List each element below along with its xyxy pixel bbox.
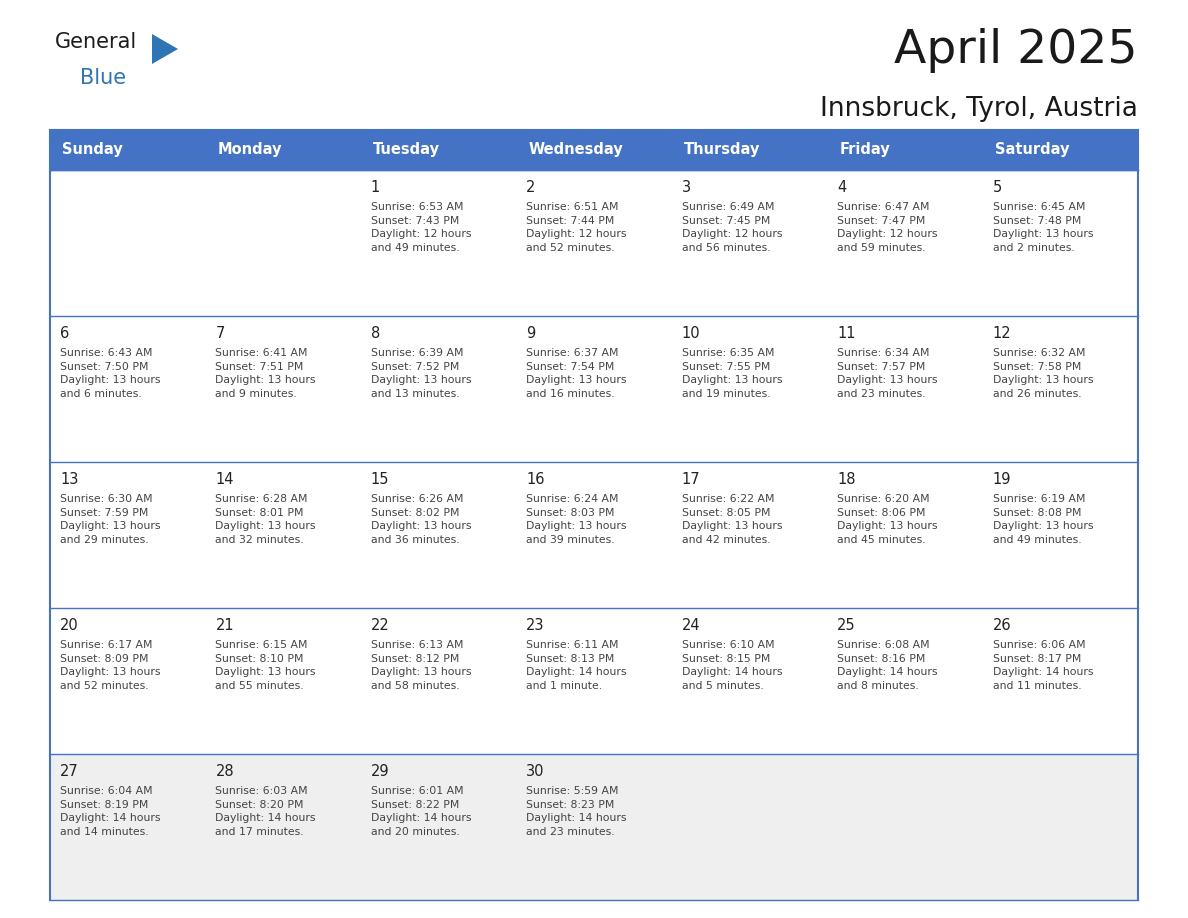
Text: Sunrise: 6:19 AM
Sunset: 8:08 PM
Daylight: 13 hours
and 49 minutes.: Sunrise: 6:19 AM Sunset: 8:08 PM Dayligh… [992, 494, 1093, 544]
Text: Saturday: Saturday [994, 142, 1069, 158]
Bar [50, 462, 1138, 608]
Text: 27: 27 [61, 764, 78, 779]
Text: Sunrise: 6:39 AM
Sunset: 7:52 PM
Daylight: 13 hours
and 13 minutes.: Sunrise: 6:39 AM Sunset: 7:52 PM Dayligh… [371, 348, 472, 398]
Text: Sunrise: 6:41 AM
Sunset: 7:51 PM
Daylight: 13 hours
and 9 minutes.: Sunrise: 6:41 AM Sunset: 7:51 PM Dayligh… [215, 348, 316, 398]
Text: 12: 12 [992, 326, 1011, 341]
Text: 18: 18 [838, 472, 855, 487]
Text: Innsbruck, Tyrol, Austria: Innsbruck, Tyrol, Austria [820, 96, 1138, 122]
Text: Sunrise: 6:30 AM
Sunset: 7:59 PM
Daylight: 13 hours
and 29 minutes.: Sunrise: 6:30 AM Sunset: 7:59 PM Dayligh… [61, 494, 160, 544]
Text: Monday: Monday [217, 142, 282, 158]
Text: Sunday: Sunday [62, 142, 122, 158]
Text: Sunrise: 6:43 AM
Sunset: 7:50 PM
Daylight: 13 hours
and 6 minutes.: Sunrise: 6:43 AM Sunset: 7:50 PM Dayligh… [61, 348, 160, 398]
Text: 30: 30 [526, 764, 545, 779]
Text: 1: 1 [371, 180, 380, 195]
Text: 13: 13 [61, 472, 78, 487]
Text: 21: 21 [215, 618, 234, 633]
Text: 22: 22 [371, 618, 390, 633]
Bar [206, 130, 361, 170]
Bar [50, 754, 1138, 900]
Text: Sunrise: 6:47 AM
Sunset: 7:47 PM
Daylight: 12 hours
and 59 minutes.: Sunrise: 6:47 AM Sunset: 7:47 PM Dayligh… [838, 202, 937, 252]
Text: 15: 15 [371, 472, 390, 487]
Text: Sunrise: 6:06 AM
Sunset: 8:17 PM
Daylight: 14 hours
and 11 minutes.: Sunrise: 6:06 AM Sunset: 8:17 PM Dayligh… [992, 640, 1093, 691]
Bar [50, 170, 1138, 316]
Bar [50, 316, 1138, 462]
Bar [50, 130, 206, 170]
Text: Sunrise: 6:08 AM
Sunset: 8:16 PM
Daylight: 14 hours
and 8 minutes.: Sunrise: 6:08 AM Sunset: 8:16 PM Dayligh… [838, 640, 937, 691]
Text: 26: 26 [992, 618, 1011, 633]
Text: Sunrise: 6:37 AM
Sunset: 7:54 PM
Daylight: 13 hours
and 16 minutes.: Sunrise: 6:37 AM Sunset: 7:54 PM Dayligh… [526, 348, 627, 398]
Text: Sunrise: 6:32 AM
Sunset: 7:58 PM
Daylight: 13 hours
and 26 minutes.: Sunrise: 6:32 AM Sunset: 7:58 PM Dayligh… [992, 348, 1093, 398]
Text: 4: 4 [838, 180, 846, 195]
Bar [982, 130, 1138, 170]
Bar [671, 130, 827, 170]
Text: 29: 29 [371, 764, 390, 779]
Text: Tuesday: Tuesday [373, 142, 440, 158]
Text: 16: 16 [526, 472, 545, 487]
Text: Sunrise: 6:15 AM
Sunset: 8:10 PM
Daylight: 13 hours
and 55 minutes.: Sunrise: 6:15 AM Sunset: 8:10 PM Dayligh… [215, 640, 316, 691]
Text: 17: 17 [682, 472, 701, 487]
Text: Sunrise: 6:11 AM
Sunset: 8:13 PM
Daylight: 14 hours
and 1 minute.: Sunrise: 6:11 AM Sunset: 8:13 PM Dayligh… [526, 640, 627, 691]
Text: 28: 28 [215, 764, 234, 779]
Text: Wednesday: Wednesday [529, 142, 623, 158]
Bar [517, 130, 671, 170]
Text: Sunrise: 6:13 AM
Sunset: 8:12 PM
Daylight: 13 hours
and 58 minutes.: Sunrise: 6:13 AM Sunset: 8:12 PM Dayligh… [371, 640, 472, 691]
Bar [827, 130, 982, 170]
Text: Sunrise: 6:51 AM
Sunset: 7:44 PM
Daylight: 12 hours
and 52 minutes.: Sunrise: 6:51 AM Sunset: 7:44 PM Dayligh… [526, 202, 627, 252]
Text: Sunrise: 6:01 AM
Sunset: 8:22 PM
Daylight: 14 hours
and 20 minutes.: Sunrise: 6:01 AM Sunset: 8:22 PM Dayligh… [371, 786, 472, 837]
Text: 23: 23 [526, 618, 545, 633]
Text: 14: 14 [215, 472, 234, 487]
Text: 3: 3 [682, 180, 691, 195]
Text: 7: 7 [215, 326, 225, 341]
Text: Sunrise: 6:20 AM
Sunset: 8:06 PM
Daylight: 13 hours
and 45 minutes.: Sunrise: 6:20 AM Sunset: 8:06 PM Dayligh… [838, 494, 937, 544]
Text: Sunrise: 6:35 AM
Sunset: 7:55 PM
Daylight: 13 hours
and 19 minutes.: Sunrise: 6:35 AM Sunset: 7:55 PM Dayligh… [682, 348, 782, 398]
Polygon shape [152, 34, 178, 64]
Bar [50, 608, 1138, 754]
Text: Friday: Friday [839, 142, 890, 158]
Text: 6: 6 [61, 326, 69, 341]
Text: 25: 25 [838, 618, 855, 633]
Text: Sunrise: 6:53 AM
Sunset: 7:43 PM
Daylight: 12 hours
and 49 minutes.: Sunrise: 6:53 AM Sunset: 7:43 PM Dayligh… [371, 202, 472, 252]
Text: 24: 24 [682, 618, 701, 633]
Text: Sunrise: 6:34 AM
Sunset: 7:57 PM
Daylight: 13 hours
and 23 minutes.: Sunrise: 6:34 AM Sunset: 7:57 PM Dayligh… [838, 348, 937, 398]
Text: 5: 5 [992, 180, 1001, 195]
Text: Sunrise: 6:24 AM
Sunset: 8:03 PM
Daylight: 13 hours
and 39 minutes.: Sunrise: 6:24 AM Sunset: 8:03 PM Dayligh… [526, 494, 627, 544]
Text: Sunrise: 6:22 AM
Sunset: 8:05 PM
Daylight: 13 hours
and 42 minutes.: Sunrise: 6:22 AM Sunset: 8:05 PM Dayligh… [682, 494, 782, 544]
Text: Sunrise: 6:10 AM
Sunset: 8:15 PM
Daylight: 14 hours
and 5 minutes.: Sunrise: 6:10 AM Sunset: 8:15 PM Dayligh… [682, 640, 782, 691]
Text: Sunrise: 6:45 AM
Sunset: 7:48 PM
Daylight: 13 hours
and 2 minutes.: Sunrise: 6:45 AM Sunset: 7:48 PM Dayligh… [992, 202, 1093, 252]
Text: Blue: Blue [80, 68, 126, 88]
Text: Sunrise: 6:17 AM
Sunset: 8:09 PM
Daylight: 13 hours
and 52 minutes.: Sunrise: 6:17 AM Sunset: 8:09 PM Dayligh… [61, 640, 160, 691]
Text: 2: 2 [526, 180, 536, 195]
Text: 9: 9 [526, 326, 536, 341]
Text: 19: 19 [992, 472, 1011, 487]
Text: 11: 11 [838, 326, 855, 341]
Text: 20: 20 [61, 618, 78, 633]
Text: Sunrise: 6:49 AM
Sunset: 7:45 PM
Daylight: 12 hours
and 56 minutes.: Sunrise: 6:49 AM Sunset: 7:45 PM Dayligh… [682, 202, 782, 252]
Text: Sunrise: 6:03 AM
Sunset: 8:20 PM
Daylight: 14 hours
and 17 minutes.: Sunrise: 6:03 AM Sunset: 8:20 PM Dayligh… [215, 786, 316, 837]
Text: Sunrise: 5:59 AM
Sunset: 8:23 PM
Daylight: 14 hours
and 23 minutes.: Sunrise: 5:59 AM Sunset: 8:23 PM Dayligh… [526, 786, 627, 837]
Text: Thursday: Thursday [684, 142, 760, 158]
Bar [361, 130, 517, 170]
Text: April 2025: April 2025 [895, 28, 1138, 73]
Text: Sunrise: 6:28 AM
Sunset: 8:01 PM
Daylight: 13 hours
and 32 minutes.: Sunrise: 6:28 AM Sunset: 8:01 PM Dayligh… [215, 494, 316, 544]
Text: Sunrise: 6:04 AM
Sunset: 8:19 PM
Daylight: 14 hours
and 14 minutes.: Sunrise: 6:04 AM Sunset: 8:19 PM Dayligh… [61, 786, 160, 837]
Text: 8: 8 [371, 326, 380, 341]
Text: General: General [55, 32, 138, 52]
Text: Sunrise: 6:26 AM
Sunset: 8:02 PM
Daylight: 13 hours
and 36 minutes.: Sunrise: 6:26 AM Sunset: 8:02 PM Dayligh… [371, 494, 472, 544]
Text: 10: 10 [682, 326, 701, 341]
